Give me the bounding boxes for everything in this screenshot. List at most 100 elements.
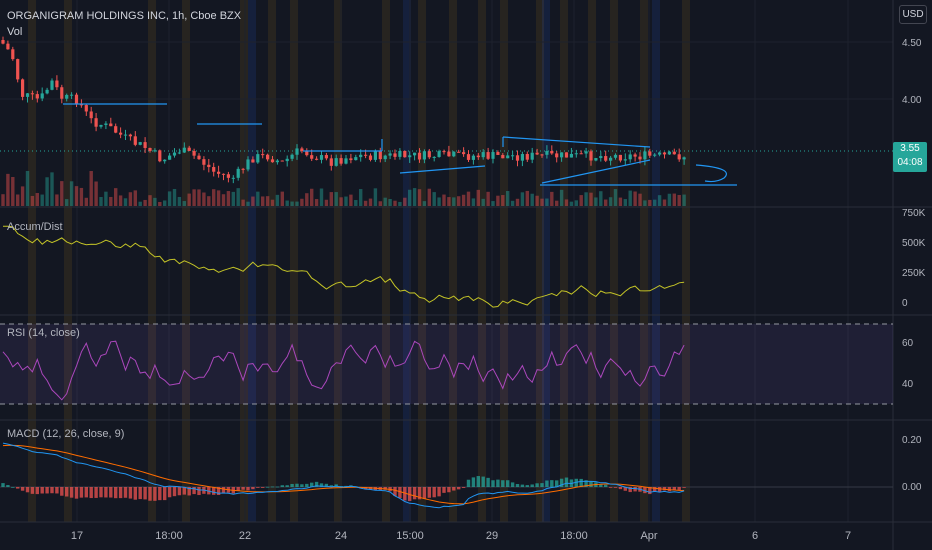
- macd-histogram-bar: [515, 484, 520, 487]
- macd-histogram-bar: [363, 487, 368, 490]
- session-band: [449, 0, 457, 522]
- macd-tick: 0.20: [902, 435, 922, 446]
- volume-bar: [613, 189, 618, 206]
- macd-histogram-bar: [89, 487, 93, 499]
- macd-histogram-bar: [682, 487, 686, 488]
- macd-histogram-bar: [104, 487, 108, 498]
- candle-body: [55, 80, 59, 88]
- session-band: [268, 0, 276, 522]
- macd-histogram-bar: [530, 484, 534, 487]
- volume-bar: [623, 199, 627, 206]
- volume-bar: [471, 198, 476, 206]
- candle-body: [413, 152, 417, 156]
- volume-bar: [643, 200, 647, 206]
- symbol-title[interactable]: ORGANIGRAM HOLDINGS INC, 1h, Cboe BZX: [7, 10, 242, 22]
- macd-histogram-bar: [172, 487, 177, 497]
- volume-bar: [378, 201, 382, 206]
- candle-body: [123, 134, 128, 136]
- macd-histogram-bar: [677, 487, 681, 491]
- volume-bar: [202, 192, 206, 206]
- macd-histogram-bar: [540, 483, 544, 487]
- macd-histogram-bar: [559, 478, 564, 487]
- session-band: [28, 0, 36, 522]
- session-band: [290, 0, 298, 522]
- macd-histogram-bar: [476, 476, 480, 487]
- volume-bar: [466, 191, 471, 206]
- candle-body: [511, 155, 515, 157]
- volume-bar: [461, 194, 466, 206]
- volume-bar: [604, 199, 608, 206]
- volume-bar: [432, 192, 436, 206]
- candle-body: [388, 153, 392, 156]
- macd-histogram-bar: [442, 487, 446, 493]
- time-label: 22: [238, 530, 252, 542]
- macd-histogram-bar: [417, 487, 422, 500]
- candle-body: [520, 154, 524, 161]
- volume-bar: [148, 195, 152, 206]
- macd-histogram-bar: [662, 487, 667, 491]
- candle-body: [530, 152, 534, 160]
- time-label: 18:00: [560, 530, 588, 542]
- last-price: 3.55: [900, 143, 920, 154]
- currency-button[interactable]: USD: [899, 5, 927, 24]
- candle-body: [246, 159, 250, 170]
- volume-bar: [109, 196, 113, 206]
- volume-bar: [329, 192, 333, 206]
- macd-histogram-bar: [94, 487, 98, 498]
- volume-bar: [212, 189, 216, 206]
- candle-body: [226, 174, 230, 178]
- volume-bar: [20, 186, 25, 206]
- candle-body: [74, 94, 79, 105]
- candle-body: [462, 152, 466, 155]
- session-band: [382, 0, 390, 522]
- volume-bar: [579, 195, 583, 206]
- candle-body: [653, 154, 657, 156]
- volume-label[interactable]: Vol: [7, 26, 23, 38]
- candle-body: [579, 153, 583, 155]
- macd-histogram-bar: [40, 487, 44, 494]
- candle-body: [618, 154, 622, 161]
- candle-body: [452, 151, 456, 157]
- ad-indicator-label[interactable]: Accum/Dist: [7, 221, 63, 233]
- candle-body: [94, 118, 98, 127]
- volume-bar: [158, 201, 162, 206]
- candle-body: [628, 154, 632, 160]
- candle-body: [466, 154, 471, 160]
- volume-bar: [349, 194, 353, 206]
- rsi-indicator-label[interactable]: RSI (14, close): [7, 327, 80, 339]
- candle-body: [545, 151, 549, 155]
- macd-histogram-bar: [579, 478, 583, 487]
- candle-body: [604, 156, 608, 161]
- volume-bar: [506, 190, 510, 206]
- candle-body: [560, 152, 564, 158]
- macd-histogram-bar: [212, 487, 216, 495]
- macd-histogram-bar: [457, 487, 461, 490]
- volume-bar: [118, 195, 123, 206]
- candle-body: [128, 134, 132, 137]
- macd-histogram-bar: [128, 487, 133, 499]
- ad-tick: 250K: [902, 268, 926, 279]
- candle-body: [207, 164, 211, 168]
- candle-body: [172, 152, 177, 156]
- candle-body: [50, 80, 54, 90]
- price-tick: 4.50: [902, 38, 922, 49]
- volume-bar: [398, 201, 402, 206]
- macd-histogram-bar: [109, 487, 113, 498]
- macd-histogram-bar: [270, 486, 275, 488]
- candle-body: [114, 126, 118, 133]
- time-label: Apr: [640, 530, 658, 542]
- volume-bar: [94, 181, 98, 206]
- macd-histogram-bar: [608, 487, 613, 488]
- candle-body: [481, 152, 485, 158]
- macd-histogram-bar: [177, 487, 182, 496]
- macd-histogram-bar: [412, 487, 417, 500]
- macd-indicator-label[interactable]: MACD (12, 26, close, 9): [7, 428, 125, 440]
- volume-bar: [530, 193, 534, 206]
- macd-histogram-bar: [25, 487, 30, 493]
- macd-histogram-bar: [398, 487, 402, 498]
- volume-bar: [11, 176, 15, 206]
- candle-body: [305, 151, 309, 156]
- volume-bar: [501, 195, 505, 206]
- candle-body: [119, 132, 123, 135]
